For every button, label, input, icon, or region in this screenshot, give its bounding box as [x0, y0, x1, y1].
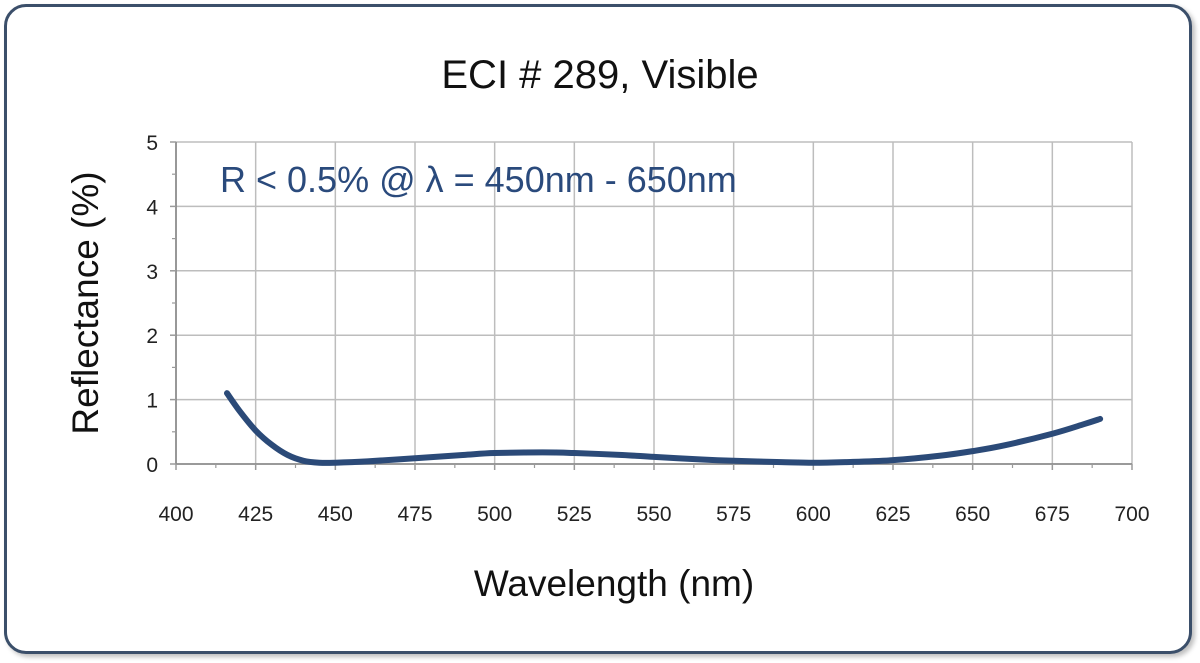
y-tick-label-2: 2	[146, 325, 158, 348]
x-tick-label-425: 425	[238, 503, 273, 526]
series	[223, 390, 1104, 466]
y-tick-label-5: 5	[146, 132, 158, 155]
y-axis-label: Reflectance (%)	[65, 171, 106, 434]
tick-labels: 400 425 450 475 500 525 550 575 600 625 650 675 7000…	[146, 132, 1149, 526]
y-tick-label-1: 1	[146, 390, 158, 413]
x-tick-label-650: 650	[955, 503, 990, 526]
x-tick-label-475: 475	[397, 503, 432, 526]
grid	[176, 141, 1133, 464]
x-tick-label-675: 675	[1035, 503, 1070, 526]
x-tick-label-500: 500	[477, 503, 512, 526]
x-tick-label-625: 625	[875, 503, 910, 526]
y-tick-label-0: 0	[146, 454, 158, 477]
x-tick-label-575: 575	[716, 503, 751, 526]
x-axis-label: Wavelength (nm)	[474, 563, 754, 604]
x-tick-label-600: 600	[796, 503, 831, 526]
x-tick-label-550: 550	[636, 503, 671, 526]
x-tick-label-450: 450	[318, 503, 353, 526]
x-tick-label-400: 400	[158, 503, 193, 526]
reflectance-series-line	[223, 390, 1104, 466]
y-tick-label-3: 3	[146, 261, 158, 284]
y-tick-label-4: 4	[146, 196, 158, 219]
chart-title: ECI # 289, Visible	[441, 53, 758, 97]
x-tick-label-700: 700	[1114, 503, 1149, 526]
x-tick-label-525: 525	[557, 503, 592, 526]
chart-card	[4, 4, 1192, 654]
chart-annotation: R < 0.5% @ λ = 450nm - 650nm	[220, 159, 737, 200]
